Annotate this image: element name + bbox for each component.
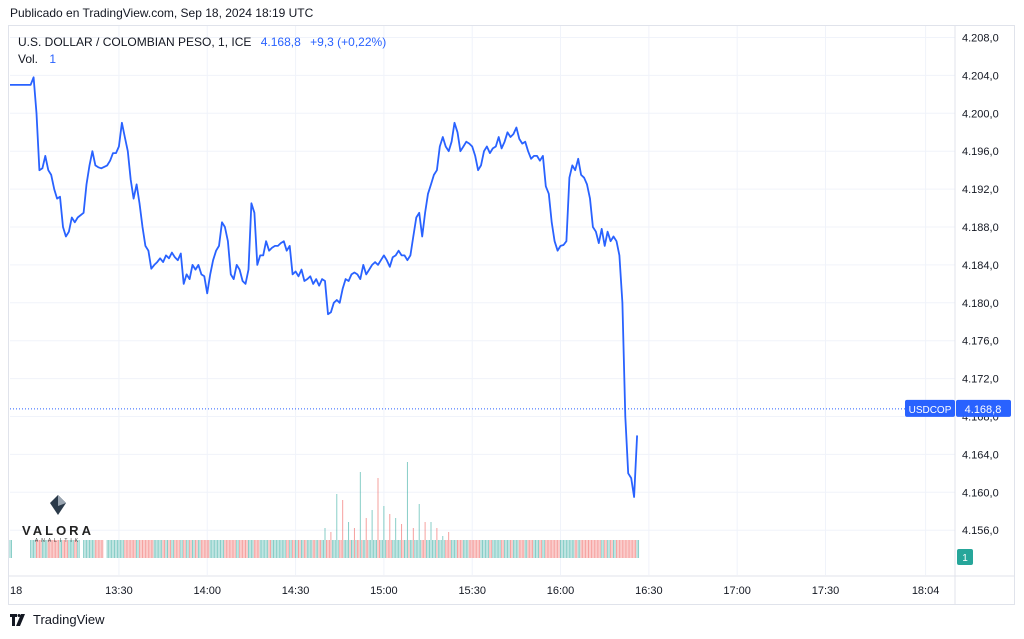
ticker-tag-label: USDCOP (909, 405, 952, 416)
x-tick-label: 16:00 (547, 585, 575, 597)
x-tick-label: 17:00 (723, 585, 751, 597)
x-tick-label: 18 (10, 585, 22, 597)
y-tick-label: 4.200,0 (962, 108, 999, 120)
y-tick-label: 4.208,0 (962, 33, 999, 45)
y-tick-label: 4.160,0 (962, 487, 999, 499)
tradingview-logo-icon (10, 613, 25, 626)
y-tick-label: 4.164,0 (962, 449, 999, 461)
y-tick-label: 4.196,0 (962, 146, 999, 158)
y-tick-label: 4.184,0 (962, 260, 999, 272)
symbol-title: U.S. DOLLAR / COLOMBIAN PESO, 1, ICE (18, 35, 252, 49)
x-tick-label: 15:00 (370, 585, 398, 597)
valora-watermark: VALORA ANALITIK (20, 494, 96, 544)
y-tick-label: 4.192,0 (962, 184, 999, 196)
x-tick-label: 18:04 (912, 585, 940, 597)
y-tick-label: 4.188,0 (962, 222, 999, 234)
y-tick-label: 4.176,0 (962, 336, 999, 348)
price-change: +9,3 (+0,22%) (310, 35, 387, 49)
footer: TradingView (10, 612, 105, 627)
last-price-tag-label: 4.168,8 (965, 404, 1002, 416)
chart-frame (8, 25, 1015, 605)
x-tick-label: 16:30 (635, 585, 663, 597)
x-tick-label: 14:00 (193, 585, 221, 597)
ticker-tag (905, 399, 955, 417)
y-tick-label: 4.172,0 (962, 374, 999, 386)
last-price-value: 4.168,8 (260, 35, 301, 49)
y-tick-label: 4.204,0 (962, 70, 999, 82)
x-tick-label: 14:30 (282, 585, 310, 597)
published-caption: Publicado en TradingView.com, Sep 18, 20… (10, 6, 314, 20)
volume-label: Vol. (18, 52, 39, 66)
volume-badge-label: 1 (962, 553, 968, 564)
y-tick-label: 4.156,0 (962, 525, 999, 537)
x-tick-label: 13:30 (105, 585, 133, 597)
valora-subtitle: ANALITIK (34, 538, 82, 544)
x-tick-label: 17:30 (812, 585, 840, 597)
valora-name: VALORA (22, 523, 94, 538)
valora-logo-icon (50, 495, 66, 515)
price-line (10, 76, 638, 498)
x-tick-label: 15:30 (458, 585, 486, 597)
footer-brand: TradingView (33, 612, 105, 627)
y-tick-label: 4.180,0 (962, 298, 999, 310)
last-price-tag (956, 399, 1011, 417)
legend: U.S. DOLLAR / COLOMBIAN PESO, 1, ICE 4.1… (18, 34, 386, 68)
volume-badge (957, 549, 973, 565)
volume-value: 1 (49, 52, 57, 66)
